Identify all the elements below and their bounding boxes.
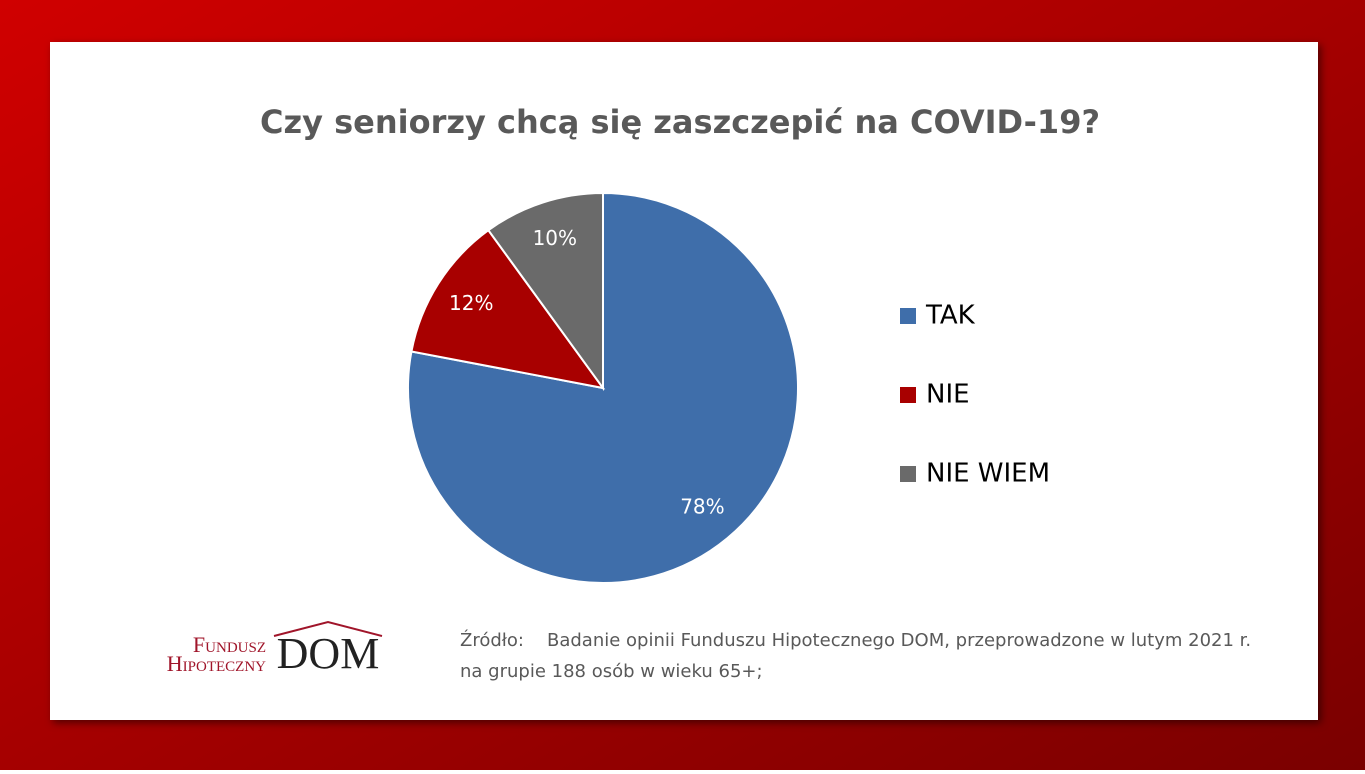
legend-label: NIE (926, 380, 970, 410)
legend-label: NIE WIEM (926, 459, 1050, 489)
logo-text: Fundusz (193, 632, 266, 657)
data-label: 12% (449, 291, 493, 315)
source-label: Źródło: (460, 629, 524, 651)
legend-swatch (900, 387, 916, 403)
pie-slice (486, 191, 604, 392)
pie-slice (410, 228, 606, 390)
data-label: 10% (533, 226, 577, 250)
chart-title: Czy seniorzy chcą się zaszczepić na COVI… (260, 103, 1100, 141)
logo-brand: DOM (277, 629, 380, 678)
source-text: na grupie 188 osób w wieku 65+; (460, 661, 763, 682)
logo: Fundusz Hipoteczny DOM (167, 620, 383, 678)
pie: 78% 12% 10% (407, 191, 799, 584)
legend-swatch (900, 308, 916, 324)
legend-label: TAK (925, 301, 976, 331)
logo-text: Hipoteczny (167, 651, 266, 676)
data-label: 78% (680, 495, 724, 519)
source-text: Badanie opinii Funduszu Hipotecznego DOM… (547, 630, 1251, 651)
legend: TAK NIE NIE WIEM (900, 301, 1050, 489)
logo-roof (273, 620, 383, 637)
pie-slice (407, 191, 799, 584)
legend-swatch (900, 466, 916, 482)
